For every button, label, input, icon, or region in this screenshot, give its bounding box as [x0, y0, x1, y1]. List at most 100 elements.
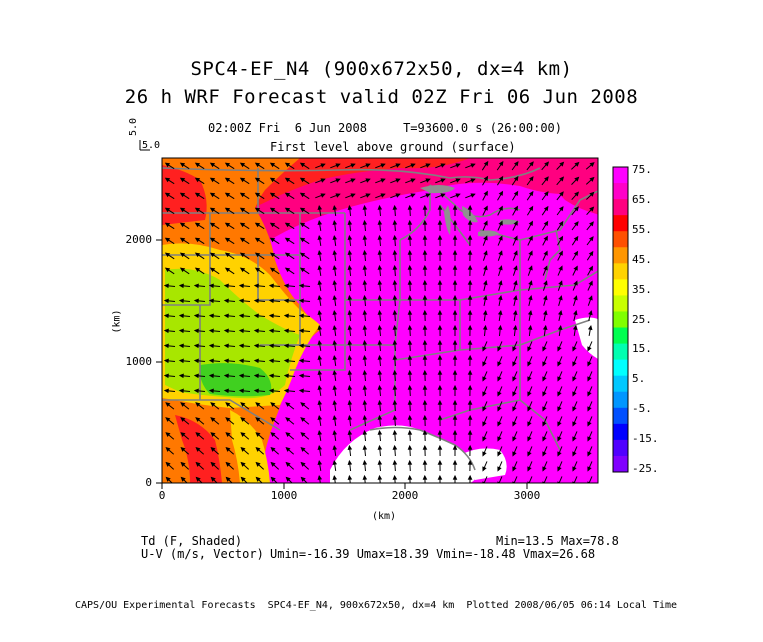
wind-vector-head [179, 192, 186, 198]
wind-vector-head [437, 264, 443, 270]
wind-vector-head [422, 264, 428, 270]
wind-vector-head [542, 324, 548, 330]
wind-vector-head [392, 474, 398, 480]
wind-vector-head [299, 192, 306, 198]
wind-vector-head [179, 162, 186, 168]
wind-vector-head [224, 207, 231, 213]
wind-vector-head [253, 373, 259, 379]
wind-vector-head [407, 219, 413, 225]
wind-vector-head [452, 279, 458, 285]
wind-vector-head [482, 309, 488, 316]
wind-vector-head [573, 250, 579, 256]
wind-vector-head [392, 429, 398, 435]
wind-vector-head [362, 474, 368, 480]
wind-vector-head [269, 162, 276, 168]
wind-vector-head [165, 432, 171, 437]
wind-vector-head [559, 191, 564, 197]
wind-vector-head [179, 237, 186, 243]
wind-vector-head [572, 391, 577, 397]
y-tick-label: 0 [145, 476, 152, 489]
wind-vector-head [180, 461, 186, 467]
wind-vector-head [163, 388, 169, 394]
wind-vector-head [195, 461, 201, 467]
wind-vector-head [362, 204, 368, 210]
wind-vector-head [377, 234, 383, 240]
wind-vector-head [194, 162, 201, 168]
wind-vector-head [164, 252, 171, 258]
wind-vector-head [377, 279, 383, 285]
wind-vector-head [347, 309, 353, 316]
wind-vector-head [362, 324, 368, 330]
colorbar-label: 25. [632, 312, 652, 326]
wind-vector-head [255, 476, 261, 482]
wind-vector-head [300, 476, 306, 482]
wind-vector-head [440, 163, 446, 168]
wind-vector-head [347, 219, 353, 226]
wind-vector-head [317, 219, 323, 226]
wind-vector-head [165, 402, 171, 407]
wind-vector-head [317, 234, 323, 241]
wind-vector-head [513, 294, 518, 301]
wind-vector-head [253, 313, 259, 319]
wind-vector-head [467, 249, 473, 255]
wind-vector-head [497, 436, 502, 442]
colorbar-swatch [613, 231, 628, 248]
wind-vector-head [407, 264, 413, 270]
wind-vector-head [392, 399, 398, 405]
wind-vector-head [392, 339, 398, 345]
colorbar-label: 75. [632, 163, 652, 176]
wind-vector-head [285, 432, 291, 437]
wind-vector-head [347, 339, 353, 346]
wind-vector-head [467, 324, 473, 330]
wind-vector-head [513, 190, 519, 197]
wind-vector-head [498, 220, 503, 226]
wind-vector-head [452, 324, 458, 330]
colorbar-label: 15. [632, 342, 652, 356]
wind-vector-head [574, 161, 580, 167]
colorbar-swatch [613, 247, 628, 264]
wind-vector [588, 476, 593, 483]
wind-vector-head [317, 294, 323, 301]
colorbar-label: 5. [632, 372, 646, 386]
wind-vector-head [298, 328, 304, 334]
wind-vector-head [317, 444, 323, 451]
wind-vector-head [543, 220, 549, 227]
colorbar-swatch [613, 311, 628, 329]
wind-vector-head [377, 429, 383, 435]
wind-vector-head [194, 177, 201, 183]
wind-vector-head [208, 313, 214, 319]
wind-vector-head [223, 373, 229, 379]
colorbar-label: 35. [632, 282, 652, 296]
colorbar-swatch [613, 215, 628, 232]
wind-vector-head [268, 283, 274, 289]
wind-vector-head [210, 476, 216, 482]
wind-vector-head [527, 376, 532, 382]
wind-vector-head [178, 343, 184, 349]
wind-vector-head [270, 417, 276, 422]
wind-vector-head [332, 309, 338, 316]
wind-vector-head [588, 295, 593, 301]
wind-vector-head [284, 177, 291, 183]
level-label: First level above ground (surface) [270, 140, 516, 154]
wind-vector-head [332, 399, 338, 406]
wind-vector-head [269, 252, 276, 258]
wind-vector-head [422, 234, 428, 240]
colorbar-swatch [613, 199, 628, 216]
wind-vector-head [588, 265, 593, 271]
wind-vector-head [240, 461, 246, 467]
vector-scale-marker [139, 140, 150, 151]
wind-vector-head [317, 369, 323, 376]
wind-vector-head [332, 474, 338, 481]
wind-vector-head [558, 295, 563, 301]
wind-vector-head [558, 220, 564, 227]
wind-vector-head [497, 451, 502, 457]
wind-vector-head [269, 177, 276, 183]
wind-vector-head [528, 190, 534, 197]
wind-vector-head [317, 264, 323, 271]
wind-vector-head [572, 436, 577, 442]
wind-vector-head [543, 280, 548, 286]
colorbar-label: -15. [632, 432, 659, 446]
wind-vector-head [332, 429, 338, 436]
wind-vector-head [455, 178, 461, 183]
wind-vector-head [558, 280, 563, 286]
